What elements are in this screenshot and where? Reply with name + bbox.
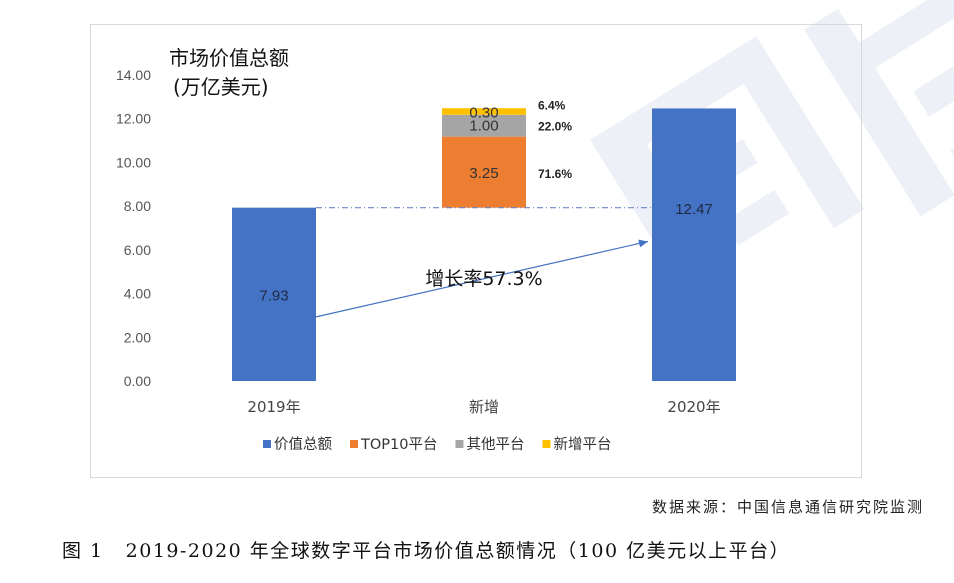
growth-annotation: 增长率57.3% <box>425 268 542 290</box>
chart-unit: (万亿美元) <box>173 75 269 99</box>
source-note: 数据来源：中国信息通信研究院监测 <box>651 498 924 516</box>
chart-svg: 0.00 2.00 4.00 6.00 8.00 10.00 12.00 14.00 市场价值… <box>116 46 736 453</box>
bar-2020 <box>652 108 736 381</box>
legend-swatch <box>350 440 358 448</box>
figure-caption: 图 1 2019-2020 年全球数字平台市场价值总额情况（100 亿美元以上平台… <box>62 536 790 563</box>
bar-2019 <box>232 207 316 381</box>
data-label-2019: 7.93 <box>259 287 288 304</box>
share-label-other: 22.0% <box>538 120 572 134</box>
legend-swatch <box>542 440 551 448</box>
data-labels: 7.93 12.47 3.25 1.000.30 71.6% 22.0% 6.4% <box>259 99 712 305</box>
data-label-new: 0.30 <box>469 105 498 122</box>
data-label-2020: 12.47 <box>675 201 713 218</box>
x-axis-tick-labels: 2019年 新增 2020年 <box>247 398 720 416</box>
y-tick-label: 0.00 <box>124 373 151 389</box>
bar-increment-other <box>442 114 526 137</box>
legend-label: 其他平台 <box>466 436 524 453</box>
y-tick-label: 8.00 <box>124 198 151 214</box>
annotations: 增长率57.3% <box>315 207 652 318</box>
data-label-other: 1.00 <box>469 118 498 135</box>
x-tick-label: 2019年 <box>247 398 300 416</box>
x-tick-label: 新增 <box>469 398 499 416</box>
y-tick-label: 2.00 <box>124 329 151 345</box>
figure-number: 图 1 <box>62 540 104 562</box>
y-tick-label: 12.00 <box>116 111 151 127</box>
bar-increment-new <box>442 108 526 115</box>
share-label-new: 6.4% <box>538 99 566 113</box>
growth-arrow-line <box>315 240 649 318</box>
bars <box>232 108 736 381</box>
y-tick-label: 4.00 <box>124 286 151 302</box>
x-tick-label: 2020年 <box>667 398 720 416</box>
legend-label: 新增平台 <box>553 436 611 453</box>
chart-title: 市场价值总额 <box>169 46 289 70</box>
chart-frame: 0.00 2.00 4.00 6.00 8.00 10.00 12.00 14.00 市场价值… <box>90 24 862 478</box>
legend-label: 价值总额 <box>274 436 332 453</box>
figure-caption-text: 2019-2020 年全球数字平台市场价值总额情况（100 亿美元以上平台） <box>125 540 791 562</box>
y-tick-label: 10.00 <box>116 154 151 170</box>
y-tick-label: 6.00 <box>124 242 151 258</box>
share-label-top10: 71.6% <box>538 167 572 181</box>
bar-increment-top10 <box>442 136 526 208</box>
growth-arrow-head <box>638 239 648 248</box>
legend-swatch <box>263 440 271 448</box>
legend: 价值总额 TOP10平台 其他平台 新增平台 <box>263 436 611 453</box>
y-axis-tick-labels: 0.00 2.00 4.00 6.00 8.00 10.00 12.00 14.00 <box>116 67 151 389</box>
y-tick-label: 14.00 <box>116 67 151 83</box>
legend-swatch <box>455 440 464 448</box>
legend-label: TOP10平台 <box>360 436 437 453</box>
data-label-top10: 3.25 <box>469 165 498 182</box>
